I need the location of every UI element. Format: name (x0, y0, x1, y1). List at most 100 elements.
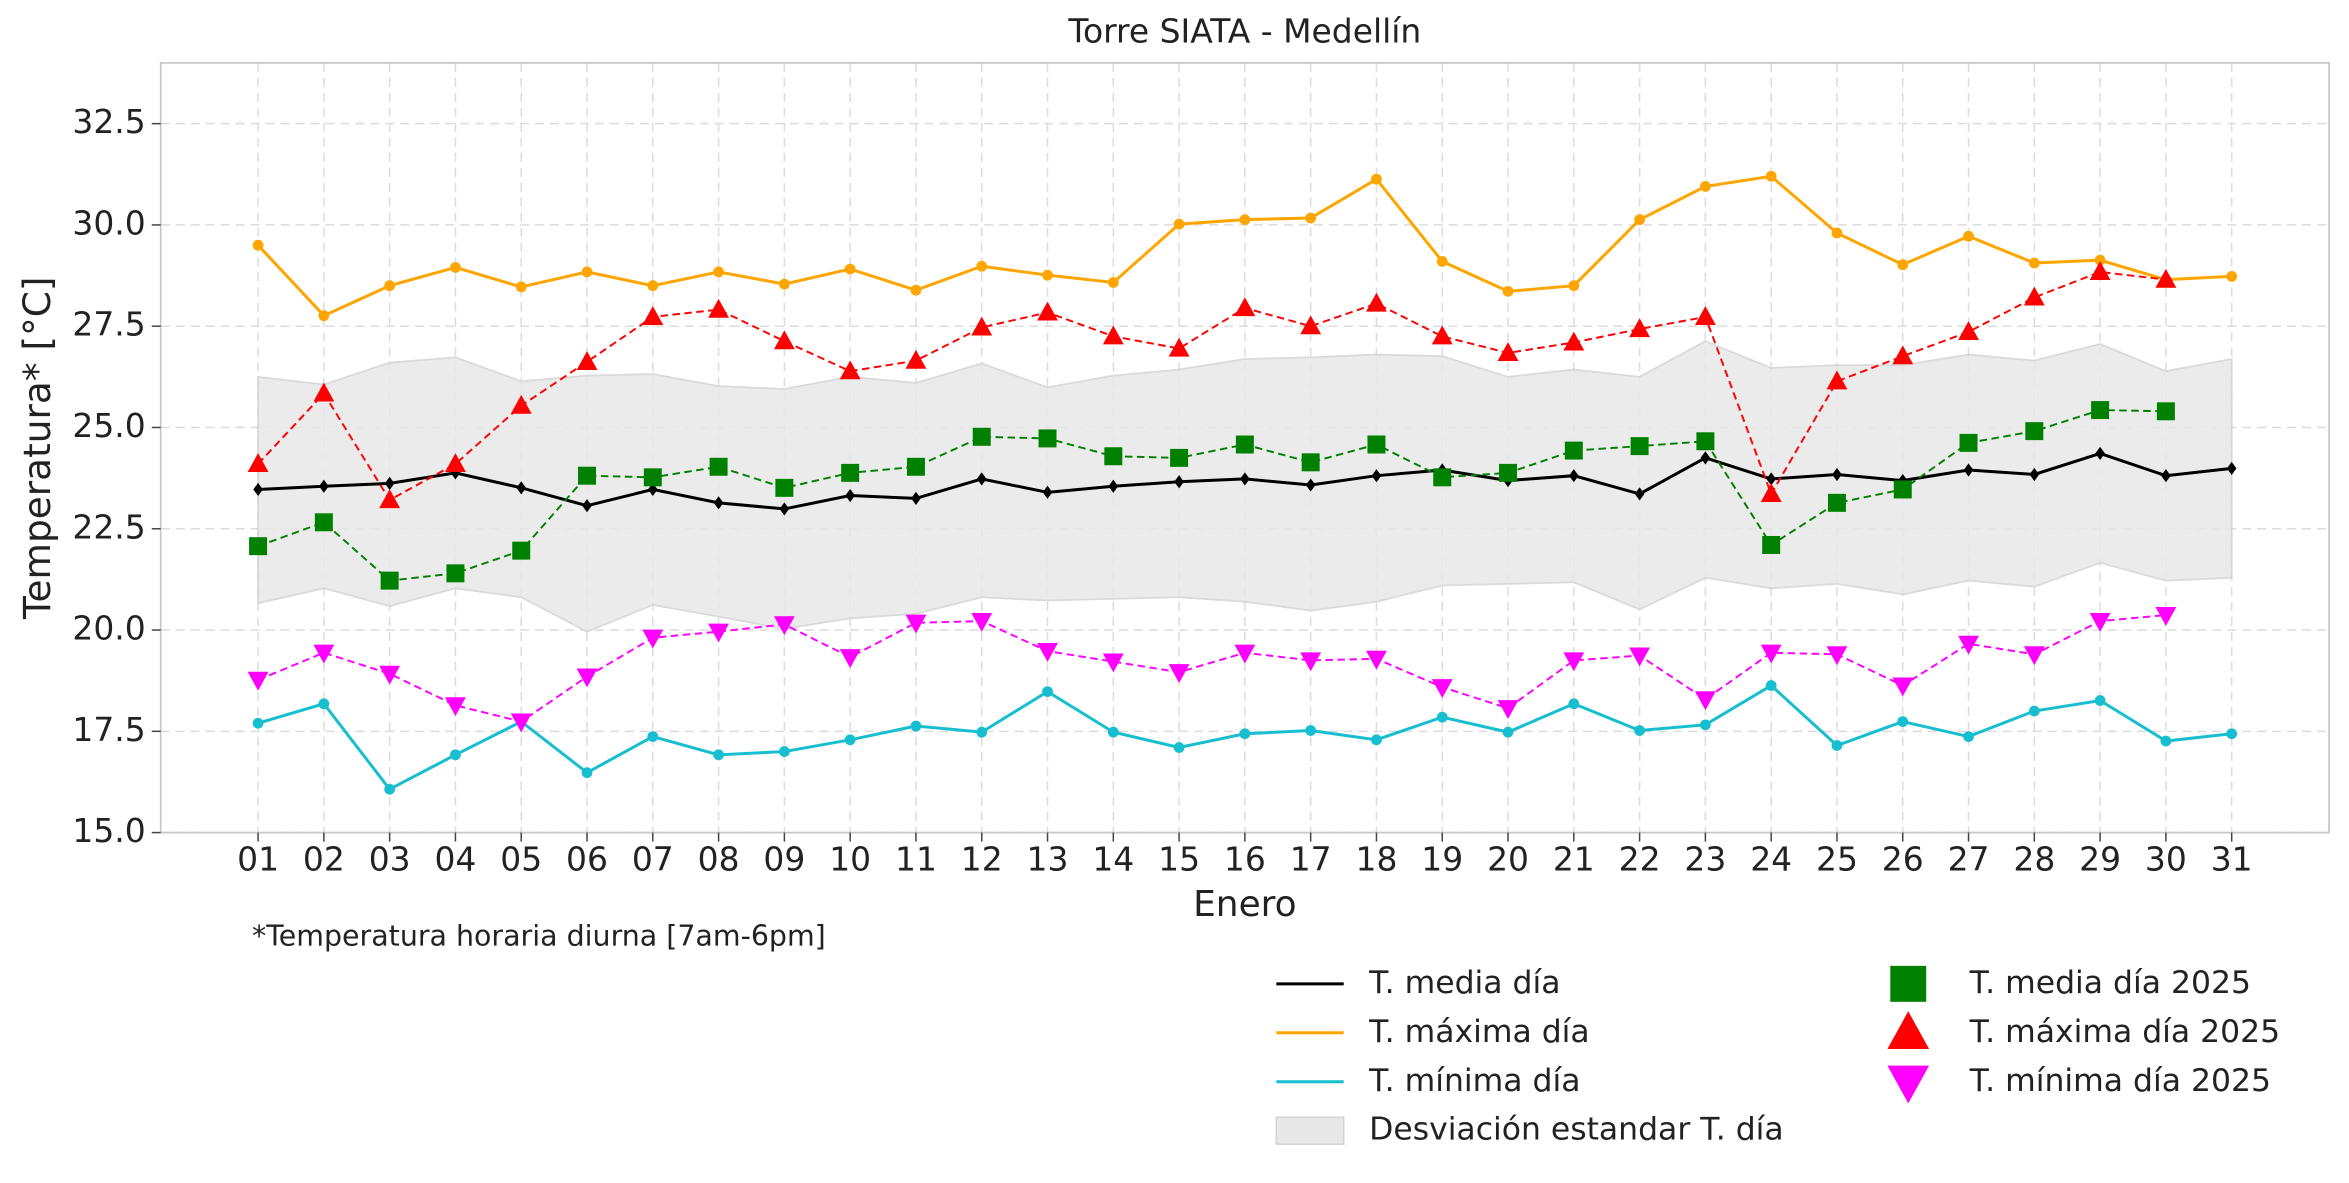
marker (1958, 635, 1979, 655)
marker (708, 298, 730, 318)
y-tick-label: 25.0 (72, 406, 145, 445)
marker (1305, 212, 1317, 224)
chart-title: Torre SIATA - Medellín (1067, 11, 1421, 50)
marker (1831, 227, 1843, 239)
marker (576, 668, 598, 688)
marker (2156, 402, 2175, 421)
marker (1499, 463, 1518, 482)
marker (1371, 173, 1382, 185)
marker (247, 453, 269, 473)
marker (839, 360, 861, 380)
marker (2091, 401, 2110, 420)
y-tick-label: 30.0 (72, 203, 145, 242)
marker (1170, 448, 1189, 467)
marker (581, 767, 593, 779)
marker (2155, 606, 2177, 626)
x-tick-label: 22 (1619, 840, 1661, 879)
marker (1436, 256, 1448, 267)
x-tick-label: 21 (1553, 840, 1595, 879)
marker (1699, 181, 1711, 192)
marker (1765, 680, 1777, 691)
marker (2089, 613, 2111, 632)
marker (779, 502, 790, 516)
marker (1634, 725, 1645, 736)
x-tick-label: 14 (1092, 840, 1134, 879)
marker (1696, 432, 1715, 451)
marker (647, 731, 659, 742)
marker (582, 499, 592, 513)
marker (1564, 441, 1583, 460)
x-axis-label: Enero (1193, 884, 1297, 925)
marker (1107, 726, 1119, 738)
marker (313, 382, 335, 402)
x-tick-label: 11 (895, 840, 937, 879)
marker (905, 614, 927, 634)
marker (1694, 306, 1716, 325)
marker (1240, 472, 1250, 486)
x-tick-label: 25 (1816, 840, 1858, 879)
marker (1239, 728, 1251, 740)
marker (1173, 218, 1185, 230)
marker (1037, 643, 1058, 662)
marker (1107, 277, 1119, 288)
y-axis-label: Temperatura* [°C] (15, 277, 59, 620)
y-tick-label: 17.5 (72, 710, 145, 749)
marker (1305, 478, 1316, 492)
marker (384, 280, 396, 292)
marker (1502, 726, 1514, 738)
x-tick-label: 01 (237, 840, 279, 879)
marker (2028, 705, 2040, 717)
legend-swatch (1275, 1116, 1345, 1145)
marker (1826, 370, 1848, 390)
x-tick-label: 23 (1684, 840, 1726, 879)
annotation: *Temperatura horaria diurna [7am-6pm] (252, 919, 826, 952)
marker (1371, 469, 1382, 483)
marker (1104, 447, 1123, 466)
marker (318, 698, 330, 710)
marker (971, 316, 993, 336)
marker (1963, 230, 1974, 242)
marker (1634, 214, 1645, 226)
marker (2028, 257, 2040, 269)
marker (314, 513, 333, 532)
legend-label: T. mínima día 2025 (1969, 1063, 2271, 1099)
marker (2226, 270, 2238, 282)
marker (713, 266, 724, 278)
marker (775, 478, 794, 497)
marker (445, 697, 466, 717)
marker (1300, 315, 1322, 335)
legend-label: T. media día (1368, 965, 1560, 1001)
series-line (257, 614, 2166, 723)
y-tick-label: 15.0 (72, 811, 145, 850)
marker (1568, 280, 1580, 292)
marker (313, 644, 335, 664)
marker (512, 541, 531, 560)
marker (1436, 711, 1448, 723)
marker (450, 262, 461, 273)
marker (708, 623, 730, 643)
marker (1569, 469, 1579, 483)
marker (319, 479, 329, 493)
marker (1433, 468, 1452, 487)
marker (1037, 301, 1058, 321)
marker (642, 306, 664, 325)
marker (1629, 647, 1651, 667)
x-tick-label: 28 (2013, 840, 2055, 879)
marker (839, 649, 861, 668)
marker (1300, 652, 1322, 672)
marker (1568, 698, 1580, 710)
x-tick-label: 16 (1224, 840, 1266, 879)
marker (1168, 664, 1190, 683)
marker (576, 351, 598, 370)
marker (1366, 650, 1387, 670)
y-tick-label: 32.5 (72, 102, 145, 141)
marker (1887, 1011, 1930, 1049)
marker (1431, 325, 1453, 345)
marker (1301, 453, 1320, 472)
marker (1832, 467, 1842, 482)
marker (445, 453, 466, 473)
marker (379, 665, 401, 685)
x-tick-label: 02 (303, 840, 345, 879)
marker (2094, 695, 2106, 706)
